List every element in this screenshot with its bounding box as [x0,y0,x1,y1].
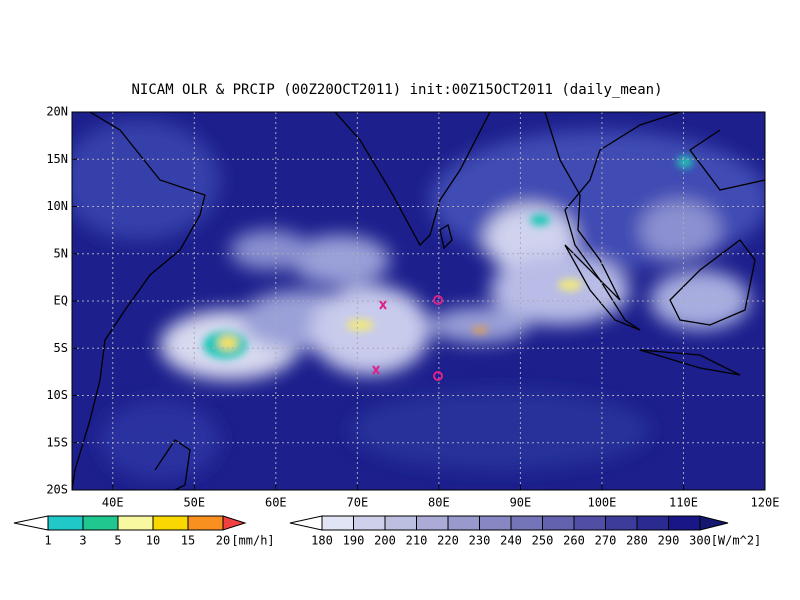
legend-unit: [W/m^2] [711,534,762,548]
latitude-label: EQ [54,294,68,308]
legend-swatch [479,515,512,531]
legend-label: 280 [626,534,648,548]
legend-unit: [mm/h] [231,534,274,548]
legend-swatch [510,515,543,531]
legend-swatch [542,515,575,531]
legend-arrow [13,515,49,531]
legend-swatch [384,515,417,531]
legend-swatch [447,515,480,531]
legend-swatch [47,515,84,531]
legend-swatch [353,515,386,531]
longitude-label: 50E [183,496,205,510]
marker-circle [433,295,443,305]
legend-swatch [416,515,449,531]
latitude-label: 5S [54,341,68,355]
legend-label: 300 [689,534,711,548]
axis-labels: 20N 15N 10N 5N EQ 5S 10S 15S 20S 40E 50E 60E 70E 80E 9… [46,105,779,510]
legend-label: 270 [595,534,617,548]
legend-arrow [289,515,323,531]
latitude-label: 15S [46,435,68,449]
legend-swatch [321,515,354,531]
latitude-label: 20N [46,105,68,119]
precip-field [203,156,693,359]
longitude-label: 60E [265,496,287,510]
legend-swatch [187,515,224,531]
legends: 1 3 5 10 15 20 [mm/h] 180 190 200 210 220 230 240 250 2… [13,515,762,548]
latitude-label: 5N [54,246,68,260]
map-area [72,112,765,490]
legend-swatch [117,515,154,531]
legend-label: 5 [114,534,121,548]
longitude-label: 120E [751,496,780,510]
map-title: NICAM OLR & PRCIP (00Z20OCT2011) init:00… [131,82,662,98]
latitude-label: 10S [46,388,68,402]
legend-label: 200 [374,534,396,548]
legend-label: 240 [500,534,522,548]
marker-cross [379,300,387,310]
legend-arrow [222,515,247,531]
legend-swatch [636,515,669,531]
longitude-label: 110E [669,496,698,510]
legend-label: 180 [311,534,333,548]
legend-label: 10 [146,534,160,548]
legend-label: 20 [216,534,230,548]
legend-swatch [573,515,606,531]
marker-circle [433,371,443,381]
legend-label: 190 [343,534,365,548]
marker-cross [372,365,380,375]
latitude-label: 10N [46,199,68,213]
coastlines [72,112,765,490]
legend-label: 290 [658,534,680,548]
legend-label: 15 [181,534,195,548]
longitude-label: 40E [102,496,124,510]
longitude-label: 80E [428,496,450,510]
legend-swatch [605,515,638,531]
legend-arrow [699,515,729,531]
longitude-label: 90E [510,496,532,510]
latitude-label: 20S [46,483,68,497]
legend-label: 3 [79,534,86,548]
longitude-label: 70E [347,496,369,510]
legend-label: 220 [437,534,459,548]
legend-swatch [82,515,119,531]
legend-swatch [152,515,189,531]
markers [372,295,443,381]
legend-swatch [668,515,701,531]
legend-label: 250 [532,534,554,548]
graticule [72,112,765,490]
legend-label: 1 [44,534,51,548]
legend-label: 210 [406,534,428,548]
legend-label: 230 [469,534,491,548]
longitude-label: 100E [587,496,616,510]
legend-label: 260 [563,534,585,548]
latitude-label: 15N [46,152,68,166]
